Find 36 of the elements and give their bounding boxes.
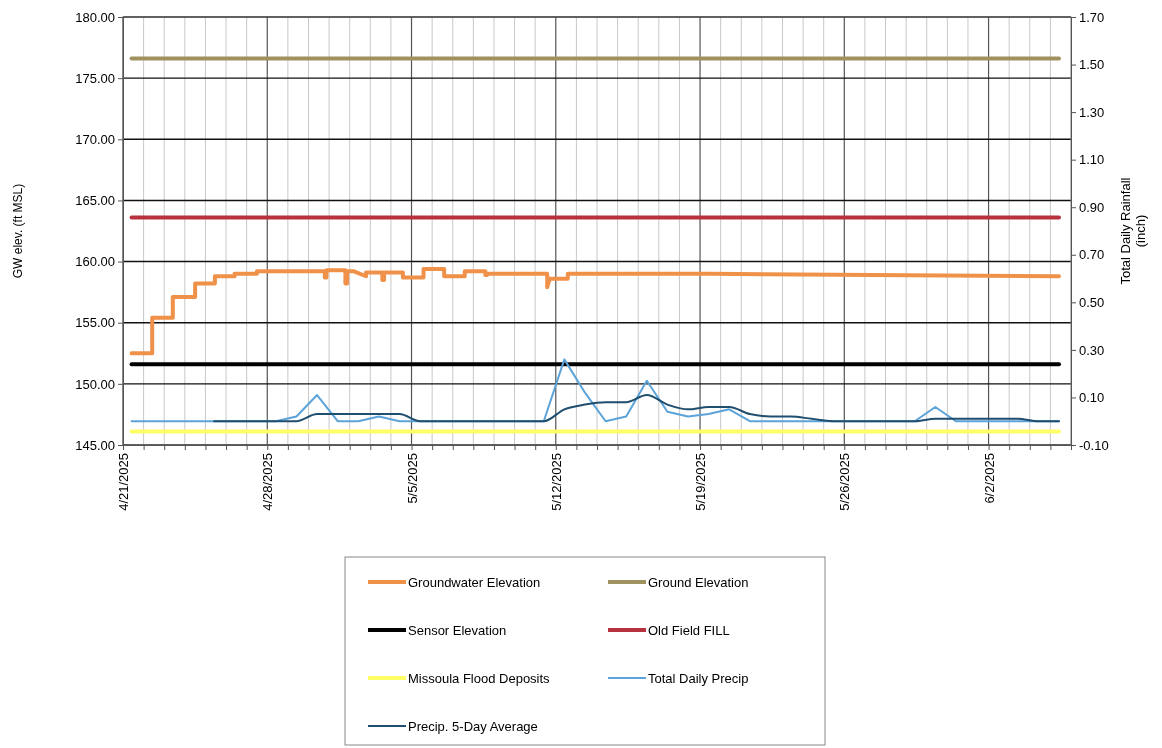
y2-tick-label: 1.70 (1079, 9, 1105, 25)
line-series (213, 394, 1060, 423)
x-tick-label: 4/28/2025 (260, 453, 276, 511)
y2-axis-title: Total Daily Rainfall (inch) (1118, 177, 1148, 285)
y2-tick-label: 0.30 (1079, 342, 1105, 358)
y-tick-label: 165.00 (75, 193, 115, 209)
y2-tick-label: 0.50 (1079, 294, 1105, 310)
x-tick-label: 4/21/2025 (116, 453, 132, 511)
y-tick-label: 150.00 (75, 376, 115, 392)
y2-tick-label: -0.10 (1079, 437, 1109, 453)
y2-tick-label: 1.10 (1079, 152, 1105, 168)
x-tick-label: 6/2/2025 (981, 453, 997, 504)
y2-tick-label: 0.70 (1079, 247, 1105, 263)
legend-label: Sensor Elevation (408, 622, 507, 638)
y-tick-label: 155.00 (75, 315, 115, 331)
x-tick-label: 5/5/2025 (404, 453, 420, 504)
y-tick-label: 145.00 (75, 437, 115, 453)
legend-label: Groundwater Elevation (408, 574, 541, 590)
y2-tick-label: 1.30 (1079, 104, 1105, 120)
y-tick-label: 170.00 (75, 131, 115, 147)
line-series (129, 266, 1061, 356)
legend-label: Ground Elevation (648, 574, 749, 590)
x-tick-label: 5/26/2025 (837, 453, 853, 511)
y-tick-label: 175.00 (75, 70, 115, 86)
legend-label: Missoula Flood Deposits (408, 670, 551, 686)
y-axis-title: GW elev. (ft MSL) (11, 183, 25, 279)
legend-label: Total Daily Precip (648, 670, 749, 686)
legend-label: Old Field FILL (648, 622, 730, 638)
y2-tick-label: 1.50 (1079, 57, 1105, 73)
legend-label: Precip. 5-Day Average (408, 718, 538, 734)
y-tick-label: 180.00 (75, 9, 115, 25)
y-tick-label: 160.00 (75, 254, 115, 270)
y2-tick-label: 0.90 (1079, 199, 1105, 215)
x-tick-label: 5/19/2025 (693, 453, 709, 511)
x-tick-label: 5/12/2025 (548, 453, 564, 511)
y2-tick-label: 0.10 (1079, 390, 1105, 406)
